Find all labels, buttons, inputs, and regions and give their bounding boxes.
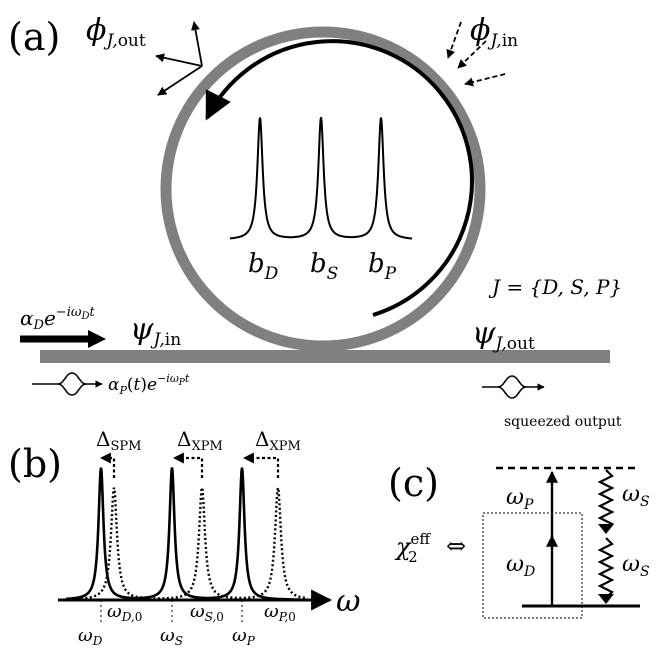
phi-in-arrows xyxy=(446,21,506,87)
chi2-box xyxy=(482,512,583,619)
mode-label-bD: bD xyxy=(248,249,279,284)
shift-label-xpm-1: ΔXPM xyxy=(177,427,223,454)
panel-b: (b) ω ΔSPM ΔXPM ΔXPM ωD,0 ωS,0 ωP,0 ωD ω… xyxy=(8,427,360,648)
probe-pulse xyxy=(32,372,103,396)
panel-b-label: (b) xyxy=(8,442,62,486)
frequency-axis-symbol: ω xyxy=(336,584,360,619)
squeezed-output-label: squeezed output xyxy=(504,414,622,430)
mode-label-bS: bS xyxy=(310,249,338,284)
frequency-guides xyxy=(100,600,243,624)
chi2-eff-label: χeff 2 xyxy=(394,530,431,566)
psi-in-label: ψJ,in xyxy=(130,312,181,350)
omega-S-bottom-label: ωS xyxy=(622,552,650,580)
resonance-spectrum xyxy=(230,117,412,240)
ring-resonator xyxy=(160,26,486,352)
circulating-field-arrow xyxy=(205,39,474,317)
shift-arrows xyxy=(99,452,280,478)
mode-label-bP: bP xyxy=(368,249,397,284)
bare-freq-S: ωS,0 xyxy=(190,601,224,624)
shift-label-spm: ΔSPM xyxy=(96,427,141,454)
panel-c-label: (c) xyxy=(388,461,439,505)
signal-wavy-arrow-2 xyxy=(597,537,615,599)
omega-D-label: ωD xyxy=(506,552,535,580)
drive-arrow-head xyxy=(88,330,106,348)
squeezed-pulse xyxy=(482,375,545,399)
bare-spectrum xyxy=(71,487,307,601)
mode-set-label: J = {D, S, P} xyxy=(488,275,622,299)
panel-a-label: (a) xyxy=(8,15,60,59)
bare-freq-D: ωD,0 xyxy=(107,601,142,624)
equivalence-symbol: ⇔ xyxy=(446,532,466,560)
shifted-freq-D: ωD xyxy=(78,625,103,648)
signal-wavy-arrow-1 xyxy=(597,469,615,529)
shifted-freq-S: ωS xyxy=(160,625,183,648)
shifted-freq-P: ωP xyxy=(232,625,256,648)
probe-label: αP(t)e−iωPt xyxy=(108,372,190,397)
signal-wavy-arrowhead-1 xyxy=(598,524,614,534)
phi-out-label: ϕJ,out xyxy=(86,13,146,51)
phi-out-arrows xyxy=(155,21,203,96)
omega-S-top-label: ωS xyxy=(622,482,650,510)
drive-label: αDe−iωDt xyxy=(20,305,95,333)
signal-wavy-arrowhead-2 xyxy=(598,594,614,604)
psi-out-label: ψJ,out xyxy=(472,316,535,354)
bus-waveguide xyxy=(40,350,610,363)
phi-in-label: ϕJ,in xyxy=(470,13,518,51)
bare-freq-P: ωP,0 xyxy=(264,601,296,624)
shift-label-xpm-2: ΔXPM xyxy=(255,427,301,454)
shifted-spectrum xyxy=(66,467,300,601)
panel-c: (c) ωP ωD ωS ωS χeff 2 ⇔ xyxy=(388,461,650,619)
omega-P-label: ωP xyxy=(506,485,534,513)
panel-a: (a) bD bS bP ϕJ,out ϕJ,in J = {D, S, P} xyxy=(8,13,622,430)
